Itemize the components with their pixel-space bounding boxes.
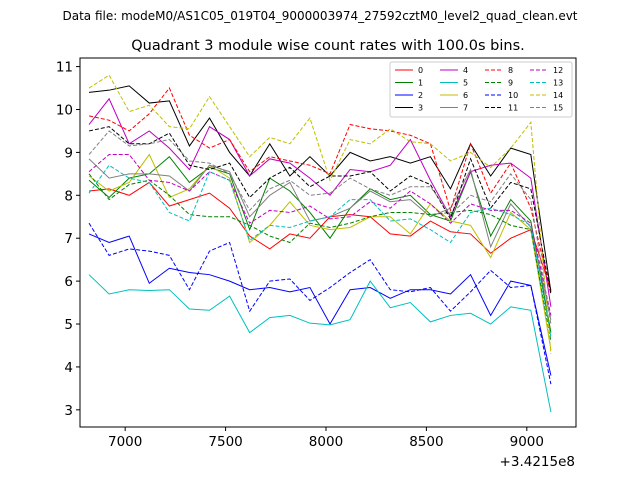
legend-label-5: 5	[463, 79, 468, 88]
x-tick-label: 8500	[409, 434, 443, 450]
series-lines	[88, 74, 552, 413]
y-tick-label: 10	[56, 102, 73, 118]
legend-label-14: 14	[553, 91, 563, 100]
series-line-8	[88, 87, 552, 295]
legend-label-4: 4	[463, 66, 468, 75]
legend-label-8: 8	[508, 66, 513, 75]
legend-label-6: 6	[463, 91, 468, 100]
series-line-10	[88, 222, 552, 385]
series-line-3	[88, 85, 552, 292]
series-line-13	[88, 164, 552, 337]
series-line-7	[88, 158, 552, 320]
x-tick-label: 7500	[208, 434, 242, 450]
suptitle: Data file: modeM0/AS1C05_019T04_90000039…	[62, 9, 577, 23]
axes-frame	[79, 57, 577, 428]
series-line-15	[88, 130, 552, 325]
chart-title: Quadrant 3 module wise count rates with …	[131, 38, 525, 54]
legend-label-2: 2	[418, 91, 423, 100]
legend-label-12: 12	[553, 66, 563, 75]
legend-box	[389, 61, 573, 118]
legend-label-3: 3	[418, 104, 423, 113]
series-line-12	[88, 154, 552, 316]
y-tick-label: 6	[64, 274, 73, 290]
legend-label-0: 0	[418, 66, 423, 75]
legend-label-13: 13	[553, 79, 563, 88]
series-line-14	[88, 74, 552, 355]
series-line-6	[88, 153, 552, 350]
y-axis: 3 4 5 6 7 8 9 10 11	[56, 60, 80, 419]
x-tick-label: 8000	[309, 434, 343, 450]
x-tick-label: 7000	[108, 434, 142, 450]
x-offset-label: +3.4215e8	[500, 454, 575, 470]
y-tick-label: 3	[64, 403, 73, 419]
x-axis: 7000 7500 8000 8500 9000	[108, 427, 544, 450]
y-tick-label: 9	[64, 145, 73, 161]
series-line-5	[88, 274, 552, 413]
legend-label-9: 9	[508, 79, 513, 88]
series-line-9	[88, 173, 552, 342]
x-tick-label: 9000	[510, 434, 544, 450]
y-tick-label: 7	[64, 231, 73, 247]
y-tick-label: 5	[64, 317, 73, 333]
series-line-4	[88, 97, 552, 307]
legend-label-11: 11	[508, 104, 518, 113]
series-line-0	[88, 181, 552, 290]
legend-label-7: 7	[463, 104, 468, 113]
series-line-2	[88, 233, 552, 376]
legend-label-10: 10	[508, 91, 518, 100]
y-tick-label: 4	[64, 360, 73, 376]
y-tick-label: 11	[56, 60, 73, 76]
legend-label-15: 15	[553, 104, 563, 113]
series-line-11	[88, 126, 552, 295]
legend-label-1: 1	[418, 79, 423, 88]
y-tick-label: 8	[64, 188, 73, 204]
